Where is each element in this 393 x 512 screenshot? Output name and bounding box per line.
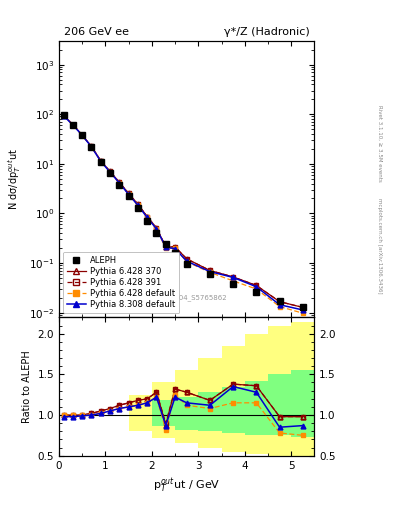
Bar — [198, 358, 222, 447]
Bar — [245, 381, 268, 435]
Bar — [198, 392, 222, 431]
Text: γ*/Z (Hadronic): γ*/Z (Hadronic) — [224, 27, 309, 37]
Y-axis label: Ratio to ALEPH: Ratio to ALEPH — [22, 350, 32, 423]
Bar — [129, 395, 152, 431]
Bar — [268, 326, 291, 456]
Legend: ALEPH, Pythia 6.428 370, Pythia 6.428 391, Pythia 6.428 default, Pythia 8.308 de: ALEPH, Pythia 6.428 370, Pythia 6.428 39… — [63, 251, 179, 313]
X-axis label: p$_T^{out}$ut / GeV: p$_T^{out}$ut / GeV — [153, 476, 220, 495]
Text: Rivet 3.1.10, ≥ 3.5M events: Rivet 3.1.10, ≥ 3.5M events — [377, 105, 382, 182]
Text: ALEPH_2004_S5765862: ALEPH_2004_S5765862 — [145, 294, 228, 301]
Bar — [175, 370, 198, 443]
Bar — [152, 400, 175, 425]
Bar — [291, 322, 314, 457]
Text: 206 GeV ee: 206 GeV ee — [64, 27, 129, 37]
Bar — [175, 397, 198, 430]
Bar — [152, 382, 175, 438]
Bar — [245, 334, 268, 454]
Bar — [291, 370, 314, 437]
Y-axis label: N dσ/dp$_T^{out}$ut: N dσ/dp$_T^{out}$ut — [6, 148, 23, 210]
Text: mcplots.cern.ch [arXiv:1306.3436]: mcplots.cern.ch [arXiv:1306.3436] — [377, 198, 382, 293]
Bar — [268, 374, 291, 435]
Bar — [222, 387, 245, 433]
Bar — [222, 346, 245, 452]
